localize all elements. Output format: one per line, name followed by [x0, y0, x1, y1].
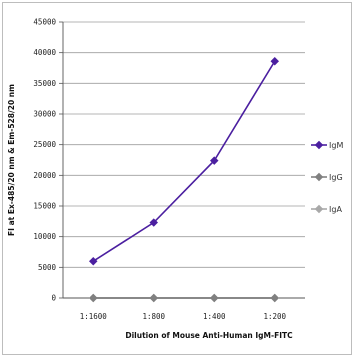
data-point-igm [270, 57, 279, 66]
y-tick-label: 30000 [33, 110, 56, 119]
data-point-igg [89, 293, 98, 303]
data-point-igm [210, 156, 219, 165]
y-axis-title: FI at Ex-485/20 nm & Em-528/20 nm [7, 84, 16, 236]
legend-label-iga: IgA [329, 205, 342, 214]
y-tick-label: 5000 [38, 263, 57, 272]
data-point-igg [270, 293, 279, 303]
chart-frame [2, 2, 352, 355]
legend-marker-iga [314, 204, 324, 214]
y-tick-label: 20000 [33, 171, 56, 180]
data-point-igm [89, 256, 98, 266]
y-tick-label: 0 [51, 294, 56, 303]
series-line-igm [92, 60, 276, 262]
x-tick-label: 1:800 [142, 312, 165, 321]
x-axis-title: Dilution of Mouse Anti-Human IgM-FITC [125, 331, 293, 340]
data-point-igm [149, 218, 158, 227]
y-tick-label: 10000 [33, 232, 56, 241]
legend-marker-igg [314, 172, 324, 182]
x-tick-label: 1:200 [263, 312, 286, 321]
data-point-igg [210, 293, 219, 303]
y-tick-label: 45000 [33, 18, 56, 27]
data-point-igg [149, 293, 158, 303]
y-tick-label: 40000 [33, 48, 56, 57]
x-tick-label: 1:1600 [80, 312, 108, 321]
y-tick-label: 35000 [33, 79, 56, 88]
legend-label-igg: IgG [329, 173, 343, 182]
x-tick-label: 1:400 [203, 312, 226, 321]
legend-marker-igm [314, 140, 324, 150]
legend-label-igm: IgM [329, 141, 343, 150]
y-tick-label: 15000 [33, 202, 56, 211]
y-tick-label: 25000 [33, 140, 56, 149]
